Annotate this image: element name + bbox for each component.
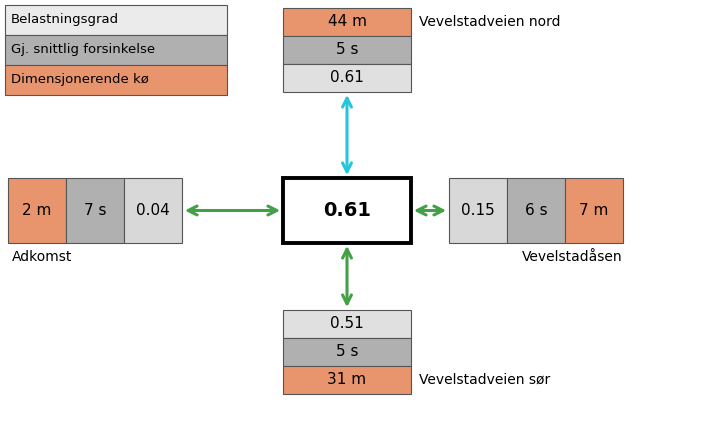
Bar	[8, 178, 66, 243]
Text: 0.04: 0.04	[136, 203, 170, 218]
Bar	[283, 8, 411, 36]
Bar	[283, 178, 411, 243]
Bar	[66, 178, 124, 243]
Text: Gj. snittlig forsinkelse: Gj. snittlig forsinkelse	[11, 43, 155, 57]
Text: 5 s: 5 s	[336, 43, 358, 57]
Text: 7 s: 7 s	[84, 203, 106, 218]
Text: 7 m: 7 m	[579, 203, 609, 218]
Text: 0.61: 0.61	[330, 70, 364, 86]
Bar	[5, 35, 227, 65]
Text: 0.15: 0.15	[461, 203, 495, 218]
Bar	[449, 178, 507, 243]
Bar	[283, 338, 411, 366]
Bar	[283, 366, 411, 394]
Text: Vevelstadveien nord: Vevelstadveien nord	[419, 15, 560, 29]
Text: Vevelstadåsen: Vevelstadåsen	[522, 250, 623, 264]
Text: 5 s: 5 s	[336, 344, 358, 360]
Text: 6 s: 6 s	[524, 203, 548, 218]
Text: 0.51: 0.51	[330, 316, 364, 332]
Text: Belastningsgrad: Belastningsgrad	[11, 14, 119, 27]
Text: 2 m: 2 m	[22, 203, 52, 218]
Text: 44 m: 44 m	[328, 14, 366, 30]
Text: 0.61: 0.61	[323, 201, 371, 220]
Bar	[283, 36, 411, 64]
Text: Vevelstadveien sør: Vevelstadveien sør	[419, 373, 550, 387]
Bar	[124, 178, 182, 243]
Bar	[5, 5, 227, 35]
Text: 31 m: 31 m	[327, 373, 366, 387]
Bar	[507, 178, 565, 243]
Bar	[565, 178, 623, 243]
Bar	[283, 64, 411, 92]
Bar	[5, 65, 227, 95]
Text: Dimensjonerende kø: Dimensjonerende kø	[11, 73, 149, 87]
Text: Adkomst: Adkomst	[12, 250, 72, 264]
Bar	[283, 310, 411, 338]
